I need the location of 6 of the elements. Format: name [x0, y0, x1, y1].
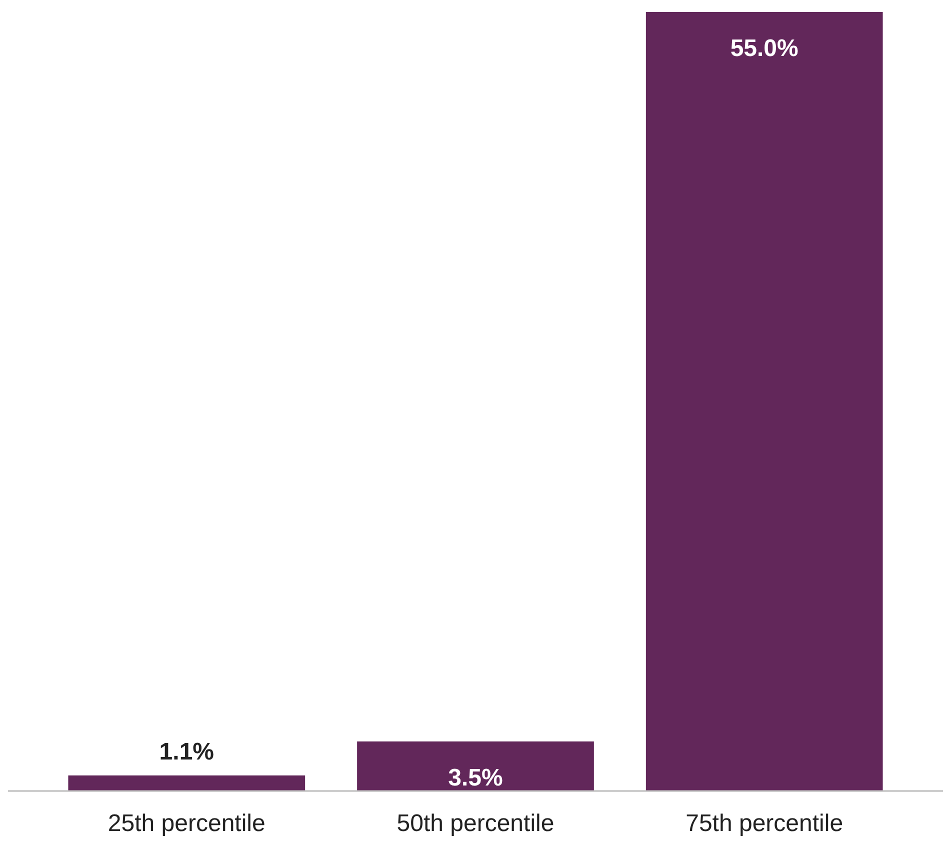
data-label: 3.5% [448, 764, 503, 792]
x-tick-label: 25th percentile [108, 810, 266, 837]
data-label: 55.0% [730, 35, 798, 62]
x-tick-label: 50th percentile [396, 810, 554, 837]
data-label: 1.1% [159, 738, 214, 766]
x-tick-label: 75th percentile [686, 810, 844, 837]
